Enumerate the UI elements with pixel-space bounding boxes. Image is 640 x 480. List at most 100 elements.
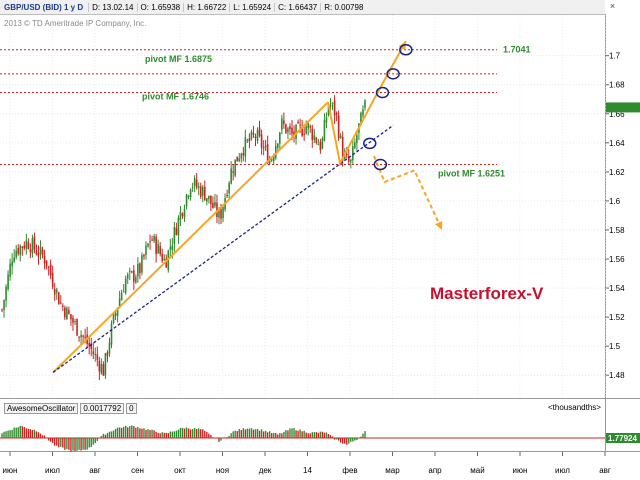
x-tick-label: фев bbox=[342, 466, 357, 475]
down-projection-arrowhead bbox=[435, 220, 443, 230]
candle-body bbox=[66, 307, 68, 320]
candle-body bbox=[331, 103, 334, 105]
candle-body bbox=[246, 139, 249, 141]
candle-body bbox=[35, 250, 38, 255]
candle-body bbox=[343, 154, 346, 160]
candle-body bbox=[112, 314, 115, 324]
candle-body bbox=[305, 126, 307, 134]
x-tick-label: апр bbox=[428, 466, 442, 475]
x-tick-label: окт bbox=[174, 466, 186, 475]
y-tick-label: 1.62 bbox=[609, 168, 625, 177]
candle-body bbox=[33, 236, 36, 250]
oscillator-units-label: <thousandths> bbox=[548, 403, 601, 412]
pivot-label: pivot MF 1.6875 bbox=[145, 54, 212, 64]
target-circle bbox=[375, 86, 390, 99]
candle-body bbox=[130, 271, 133, 273]
candle-body bbox=[122, 291, 125, 293]
candle-body bbox=[39, 246, 42, 255]
candle-body bbox=[303, 133, 305, 135]
candle-body bbox=[108, 342, 111, 354]
y-tick-label: 1.68 bbox=[609, 81, 625, 90]
candle-body bbox=[96, 354, 99, 361]
oscillator-name[interactable]: AwesomeOscillator bbox=[4, 403, 79, 414]
candle-body bbox=[287, 128, 289, 133]
x-tick-label: мар bbox=[385, 466, 400, 475]
candle-body bbox=[240, 153, 243, 159]
y-tick-label: 1.64 bbox=[609, 139, 625, 148]
candle-body bbox=[114, 313, 117, 316]
symbol-title[interactable]: GBP/USD (BID) 1 y D bbox=[4, 2, 84, 12]
candle-body bbox=[195, 179, 198, 188]
support-line bbox=[52, 124, 394, 373]
candle-body bbox=[270, 159, 273, 161]
target-circle bbox=[399, 43, 413, 56]
candle-body bbox=[323, 120, 326, 141]
y-tick-label: 1.52 bbox=[609, 313, 625, 322]
candle-body bbox=[94, 353, 97, 355]
candle-body bbox=[289, 126, 291, 130]
candle-body bbox=[45, 260, 48, 267]
target-circle bbox=[363, 137, 377, 150]
y-tick-label: 1.56 bbox=[609, 255, 625, 264]
candle-body bbox=[68, 310, 70, 314]
candle-body bbox=[64, 307, 66, 318]
price-panel-bg bbox=[0, 15, 640, 398]
x-tick-label: июл bbox=[555, 466, 570, 475]
oscillator-label[interactable]: AwesomeOscillator 0.0017792 0 bbox=[4, 403, 139, 414]
candle-body bbox=[356, 135, 358, 143]
candle-body bbox=[293, 131, 295, 137]
candle-body bbox=[84, 336, 86, 338]
y-tick-label: 1.58 bbox=[609, 226, 625, 235]
y-tick-label: 1.48 bbox=[609, 371, 625, 380]
oscillator-value: 0.0017792 bbox=[80, 403, 125, 414]
y-tick-label: 1.6 bbox=[609, 197, 621, 206]
candle-body bbox=[362, 109, 364, 116]
candle-body bbox=[139, 263, 141, 274]
candle-body bbox=[238, 158, 241, 162]
candle-body bbox=[49, 264, 52, 276]
candle-body bbox=[281, 118, 283, 130]
candle-body bbox=[274, 145, 277, 159]
close-icon[interactable]: × bbox=[609, 1, 616, 11]
candle-body bbox=[11, 261, 13, 267]
candle-body bbox=[76, 318, 78, 336]
field-high: H: 1.66722 bbox=[183, 2, 229, 12]
candle-body bbox=[126, 274, 129, 279]
chart-header: GBP/USD (BID) 1 y D D: 13.02.14 O: 1.659… bbox=[0, 0, 605, 15]
candle-body bbox=[201, 186, 204, 196]
candle-body bbox=[242, 153, 245, 156]
candle-body bbox=[100, 364, 103, 374]
oscillator-bars bbox=[1, 425, 366, 452]
x-tick-label: 14 bbox=[303, 466, 312, 475]
candle-body bbox=[337, 115, 340, 139]
candle-body bbox=[183, 208, 186, 218]
candle-body bbox=[248, 138, 251, 142]
x-tick-label: дек bbox=[259, 466, 272, 475]
candle-body bbox=[189, 189, 192, 198]
candle-body bbox=[252, 132, 255, 135]
candle-body bbox=[339, 135, 342, 138]
candle-body bbox=[169, 247, 172, 250]
candle-body bbox=[283, 120, 285, 125]
candle-body bbox=[260, 134, 263, 148]
candle-body bbox=[19, 245, 22, 255]
candle-body bbox=[31, 238, 34, 254]
candle-body bbox=[203, 187, 206, 201]
candle-body bbox=[25, 240, 28, 249]
candle-body bbox=[159, 246, 161, 254]
x-tick-label: июл bbox=[45, 466, 60, 475]
candle-body bbox=[23, 245, 26, 249]
candle-body bbox=[272, 155, 275, 161]
candle-body bbox=[147, 243, 149, 247]
candle-body bbox=[163, 258, 166, 261]
candle-body bbox=[43, 255, 46, 264]
candle-body bbox=[151, 239, 153, 241]
candle-body bbox=[128, 270, 131, 272]
candle-body bbox=[256, 130, 259, 141]
field-range: R: 0.00798 bbox=[320, 2, 366, 12]
pivot-label: pivot MF 1.6251 bbox=[438, 168, 505, 178]
candle-body bbox=[9, 263, 11, 277]
candle-body bbox=[216, 202, 218, 217]
candle-body bbox=[309, 126, 312, 128]
